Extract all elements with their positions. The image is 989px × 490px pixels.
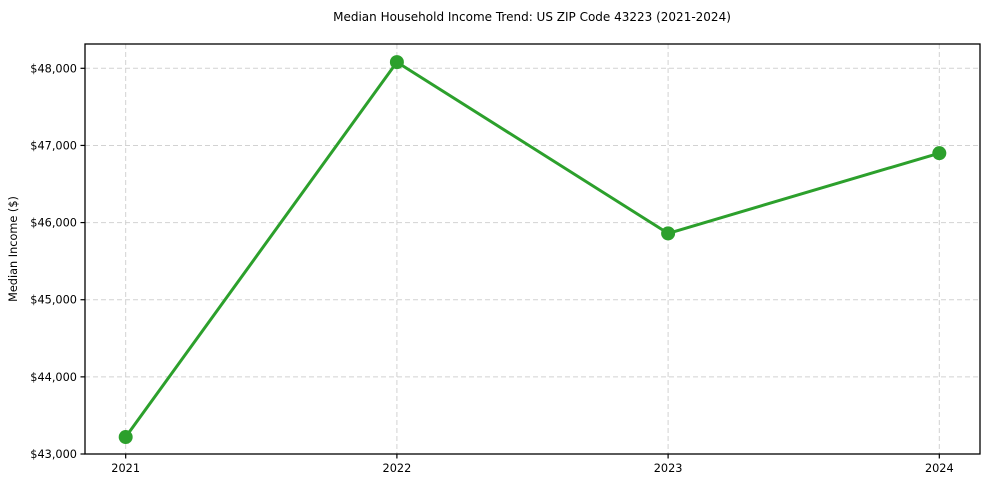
trend-line xyxy=(124,60,941,439)
y-tick-label: $48,000 xyxy=(30,62,77,75)
data-point-2022 xyxy=(389,55,404,70)
y-tick-label: $43,000 xyxy=(30,448,77,461)
data-point-2023 xyxy=(661,226,676,241)
chart-title: Median Household Income Trend: US ZIP Co… xyxy=(333,10,731,24)
x-tick-label: 2022 xyxy=(383,462,412,475)
data-point-2024 xyxy=(932,146,947,161)
data-point-2021 xyxy=(118,430,133,445)
y-tick-label: $44,000 xyxy=(30,371,77,384)
x-tick-label: 2021 xyxy=(111,462,140,475)
axes-box xyxy=(84,43,981,455)
series-layer xyxy=(118,55,947,445)
y-tick-label: $46,000 xyxy=(30,217,77,230)
axes-layer xyxy=(80,43,981,459)
y-tick-label: $47,000 xyxy=(30,139,77,152)
x-tick-label: 2024 xyxy=(925,462,954,475)
label-layer: Median Household Income Trend: US ZIP Co… xyxy=(7,10,954,475)
y-tick-label: $45,000 xyxy=(30,294,77,307)
grid-layer xyxy=(85,44,980,455)
y-axis-label: Median Income ($) xyxy=(7,196,20,302)
x-tick-label: 2023 xyxy=(654,462,683,475)
